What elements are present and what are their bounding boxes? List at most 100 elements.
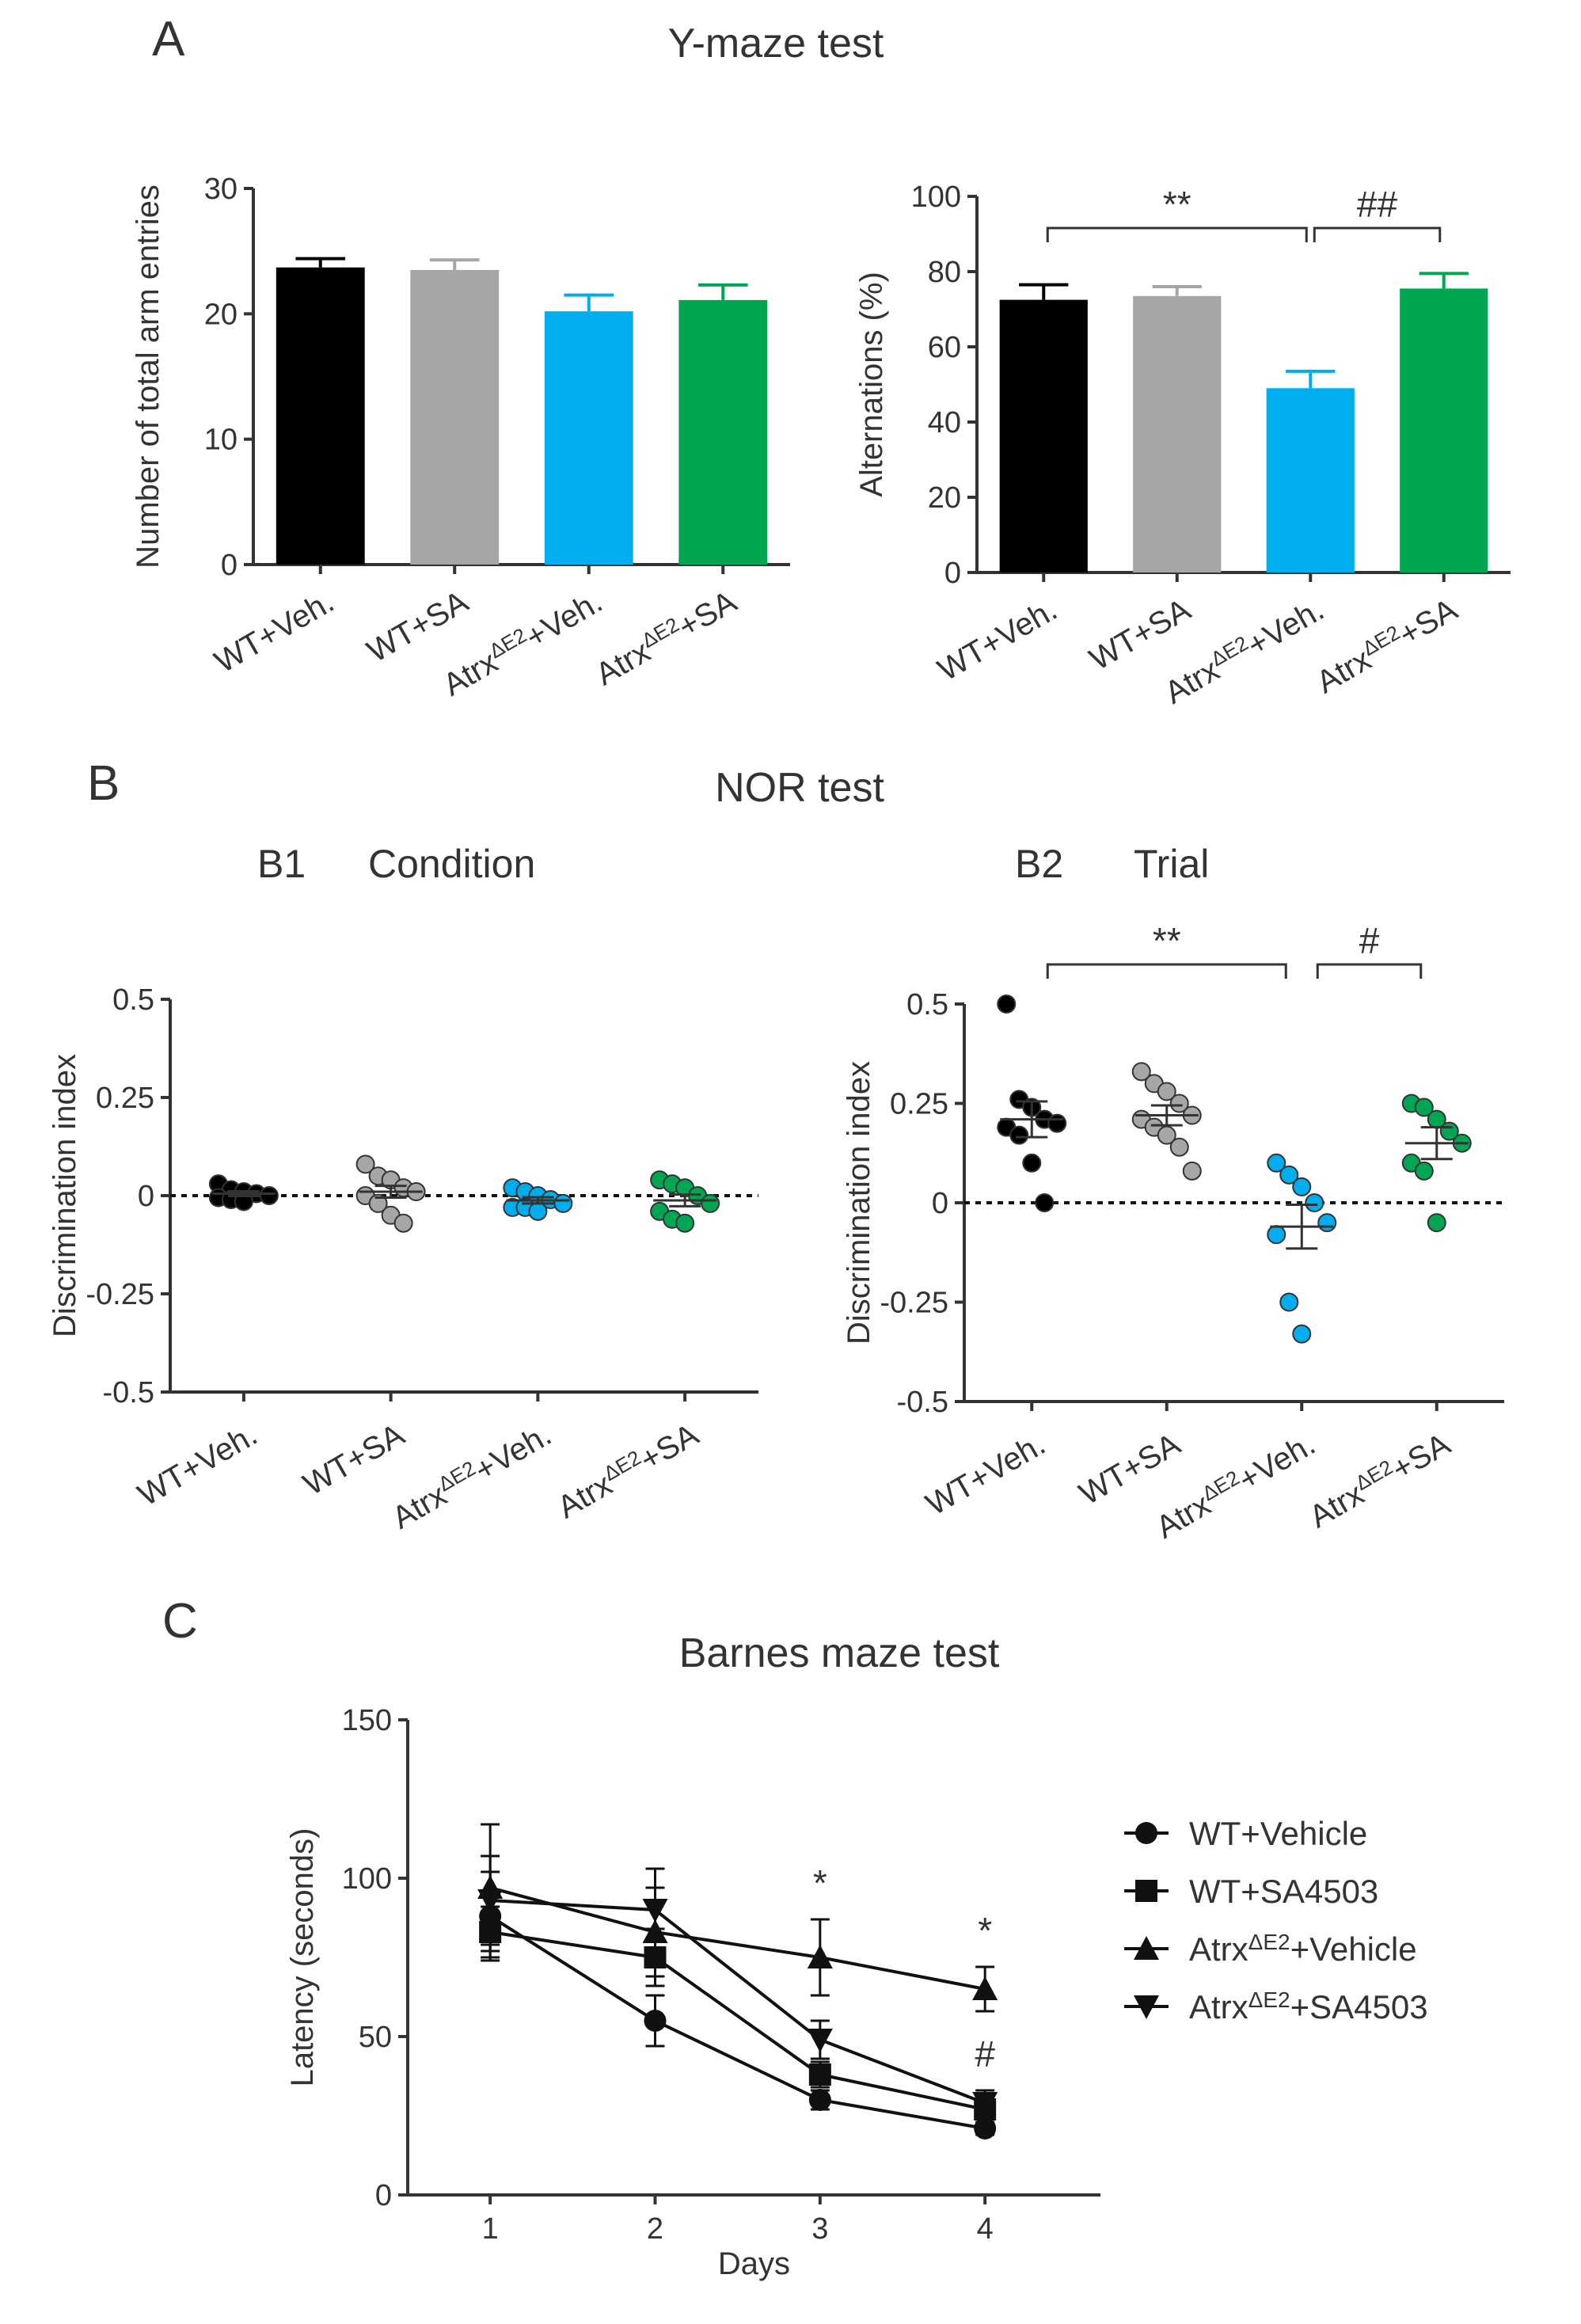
C-legend-label-sup: ΔE2 [1248, 1987, 1290, 2012]
B1-data-point [393, 1213, 413, 1233]
B1-category-label-main: WT+SA [298, 1417, 411, 1503]
C-legend-marker [1135, 1880, 1157, 1902]
A2-y-axis-title: Alternations (%) [854, 272, 889, 497]
title-nor: NOR test [715, 765, 884, 811]
B1-category-label: WT+SA [298, 1417, 411, 1503]
B2-data-point [1279, 1292, 1299, 1312]
B2-significance-label: # [1359, 920, 1380, 961]
C-x-axis-title: Days [718, 2246, 790, 2281]
C-legend-label-main: Atrx [1189, 1988, 1248, 2025]
A1-category-label-tail: +SA [672, 584, 743, 645]
A1-category-label-main: WT+Veh. [209, 584, 340, 680]
A2-category-label: AtrxΔE2+SA [1309, 590, 1463, 700]
A2-y-tick-label: 20 [928, 481, 961, 515]
B2-category-label: WT+SA [1074, 1427, 1187, 1512]
A2-category-label-main: WT+Veh. [932, 592, 1062, 688]
A1-y-tick-label: 30 [204, 173, 238, 206]
C-data-marker [808, 2063, 831, 2086]
C-legend-label: WT+Vehicle [1189, 1815, 1367, 1852]
C-legend-label-tail: +SA4503 [1290, 1988, 1428, 2025]
B1-y-tick-label: 0 [138, 1180, 154, 1213]
B1-data-point [368, 1193, 388, 1213]
C-legend-label-main: WT+Vehicle [1189, 1815, 1367, 1852]
subpanel-label-b1: B1 [257, 842, 306, 886]
B2-data-point [1182, 1161, 1202, 1181]
subpanel-label-b2: B2 [1015, 842, 1063, 886]
C-significance-label: * [813, 1862, 827, 1904]
B1-category-label-main: WT+Veh. [132, 1417, 263, 1513]
A1-category-label-tail: +Veh. [520, 584, 609, 656]
B2-data-point [1427, 1213, 1446, 1233]
B2-data-point [1305, 1193, 1324, 1212]
C-legend-label-main: WT+SA4503 [1189, 1873, 1378, 1910]
B2-data-point [1267, 1225, 1286, 1245]
B2-data-point [1292, 1324, 1312, 1344]
C-data-marker [807, 2029, 833, 2052]
panel-letter-b: B [87, 756, 120, 811]
A2-y-tick-label: 80 [928, 256, 961, 289]
A1-bar [678, 299, 768, 565]
C-x-tick-label: 3 [811, 2212, 828, 2246]
A2-category-label-tail: +Veh. [1241, 592, 1330, 664]
B2-y-tick-label: 0.5 [906, 988, 948, 1021]
B1-data-point [701, 1193, 720, 1213]
A2-significance-bracket [1046, 226, 1308, 242]
C-legend-marker [1134, 1936, 1159, 1960]
A2-y-tick-label: 40 [928, 406, 961, 439]
A1-category-label: AtrxΔE2+SA [589, 582, 743, 692]
C-legend-marker [1134, 1995, 1159, 2019]
A1-y-tick-label: 20 [204, 298, 238, 331]
B2-data-point [1157, 1125, 1176, 1145]
C-significance-label: * [978, 1910, 992, 1951]
A1-y-axis-title: Number of total arm entries [131, 184, 165, 569]
C-y-axis-title: Latency (seconds) [285, 1828, 320, 2087]
B1-y-axis-title: Discrimination index [48, 1054, 82, 1337]
B1-data-point [553, 1193, 573, 1213]
B2-data-point [1267, 1153, 1286, 1173]
chart-barnes-latency: 0 50 100 150 Latency (seconds) 1 2 3 4 Days * * # WT+… [285, 1704, 1428, 2281]
A1-bar [544, 311, 633, 565]
C-x-tick-label: 1 [482, 2212, 499, 2246]
B2-data-point [1414, 1097, 1434, 1117]
C-data-marker [642, 1899, 668, 1923]
B1-y-tick-label: 0.25 [96, 1082, 154, 1115]
C-data-marker [807, 1945, 833, 1968]
B1-category-label-tail: +Veh. [469, 1417, 557, 1489]
C-data-marker [972, 1976, 998, 2000]
B1-category-label: WT+Veh. [132, 1417, 263, 1513]
B2-y-tick-label: -0.25 [880, 1287, 948, 1320]
B2-data-point [997, 995, 1017, 1014]
A2-category-label-main: WT+SA [1084, 592, 1197, 678]
A1-category-label-main: WT+SA [361, 584, 474, 670]
B2-data-point [1292, 1177, 1312, 1196]
B1-data-point [528, 1201, 548, 1221]
B1-data-point [675, 1213, 695, 1233]
A1-y-tick-label: 0 [221, 549, 238, 582]
B2-significance-bracket [1316, 963, 1423, 979]
C-legend-label-sup: ΔE2 [1248, 1930, 1290, 1954]
B2-data-point [1047, 1113, 1067, 1133]
C-legend-label-tail: +Vehicle [1290, 1930, 1417, 1968]
subpanel-title-b2: Trial [1134, 842, 1209, 886]
B2-category-label-tail: +SA [1386, 1427, 1457, 1488]
B2-category-label-tail: +Veh. [1233, 1427, 1321, 1498]
A2-y-tick-label: 100 [911, 181, 961, 214]
B1-y-tick-label: -0.25 [86, 1278, 154, 1311]
A2-category-label: WT+SA [1084, 592, 1197, 678]
C-data-marker [477, 1889, 504, 1913]
A1-y-tick-label: 10 [204, 424, 238, 457]
C-legend-marker [1135, 1822, 1157, 1844]
B2-significance-bracket [1046, 963, 1287, 979]
A2-bar [1400, 288, 1488, 572]
C-legend-label: AtrxΔE2+Vehicle [1189, 1930, 1417, 1968]
C-significance-label: # [975, 2033, 995, 2075]
B2-category-label: AtrxΔE2+SA [1302, 1424, 1456, 1535]
C-series-line [489, 1930, 986, 2111]
A2-bar [1266, 388, 1355, 572]
B1-y-tick-label: -0.5 [103, 1376, 154, 1409]
chart-nor-trial: -0.5 -0.25 0 0.25 0.5 Discrimination index WT+… [842, 920, 1504, 1546]
B1-data-point [259, 1186, 279, 1205]
B2-data-point [1131, 1062, 1151, 1082]
B2-data-point [1035, 1193, 1055, 1212]
C-y-tick-label: 50 [359, 2021, 392, 2054]
